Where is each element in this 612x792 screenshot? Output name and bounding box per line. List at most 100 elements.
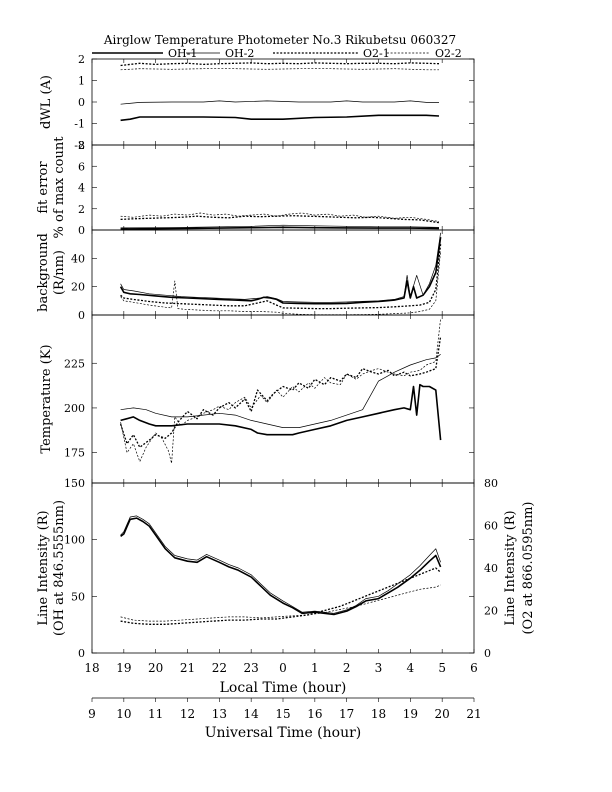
- x2-tick-label: 9: [88, 707, 96, 721]
- y-tick-label-dwl: -1: [74, 118, 85, 131]
- x2-tick-label: 13: [212, 707, 227, 721]
- y-tick-label-intensity: 150: [64, 477, 85, 490]
- series-fit-oh-1: [120, 226, 440, 230]
- y-tick-label-dwl: 2: [78, 53, 85, 66]
- series-intensity-o2-1: [120, 567, 442, 625]
- x-tick-label: 3: [375, 661, 383, 675]
- series-dwl-o2-2: [120, 68, 439, 71]
- y-tick-label-background: 20: [71, 281, 85, 294]
- legend: OH-1 OH-2 O2-1 O2-2: [92, 47, 462, 60]
- chart-title: Airglow Temperature Photometer No.3 Riku…: [103, 33, 456, 47]
- y2-tick-label-intensity: 80: [484, 477, 498, 490]
- y-tick-label-temperature: 200: [64, 402, 85, 415]
- legend-label-o2-1: O2-1: [363, 47, 390, 60]
- x-tick-label: 4: [407, 661, 415, 675]
- y-tick-label-fit: 4: [78, 182, 85, 195]
- y-axis-label-intensity: Line Intensity (R): [36, 510, 51, 625]
- panel-background: 0 20 40 background (R/nm): [36, 229, 475, 322]
- y2-tick-label-intensity: 0: [484, 647, 491, 660]
- x-tick-label: 1: [311, 661, 319, 675]
- series-dwl-o2-1: [120, 62, 440, 67]
- series-background-o2-2: [120, 251, 441, 316]
- y-tick-label-dwl: -2: [74, 139, 85, 152]
- panel-frame-temperature: [91, 314, 475, 484]
- panel-frame-intensity: [91, 482, 475, 654]
- series-temperature-o2-1: [119, 336, 442, 448]
- x-axis-label: Local Time (hour): [220, 680, 347, 696]
- legend-label-o2-2: O2-2: [435, 47, 462, 60]
- series-fit-o2-1: [120, 215, 440, 224]
- series-background-o2-1: [120, 244, 442, 310]
- x-tick-label: 19: [116, 661, 131, 675]
- x-tick-label: 0: [279, 661, 287, 675]
- x-axes: Local Time (hour) Universal Time (hour) …: [84, 661, 481, 741]
- x-tick-label: 23: [244, 661, 259, 675]
- x2-tick-label: 17: [339, 707, 354, 721]
- y-tick-label-dwl: 0: [78, 96, 85, 109]
- x2-tick-label: 20: [435, 707, 450, 721]
- x-tick-label: 18: [84, 661, 99, 675]
- y-tick-label-intensity: 0: [78, 647, 85, 660]
- series-intensity-o2-2: [120, 584, 441, 622]
- series-temperature-oh-1: [120, 383, 442, 441]
- panel-frame-fit: [91, 144, 475, 231]
- x2-tick-label: 16: [307, 707, 322, 721]
- series-fit-oh-2: [120, 224, 440, 229]
- panel-temperature: 175 200 225 Temperature (K): [39, 314, 475, 484]
- series-background-oh-1: [119, 236, 442, 305]
- y2-tick-label-intensity: 60: [484, 520, 498, 533]
- series-intensity-oh-2: [120, 515, 441, 614]
- y-axis-label-intensity: (OH at 846.5555nm): [52, 500, 67, 636]
- y-tick-label-background: 40: [71, 252, 85, 265]
- y-tick-label-temperature: 175: [64, 447, 85, 460]
- x-tick-label: 2: [343, 661, 351, 675]
- x2-tick-label: 19: [403, 707, 418, 721]
- x2-tick-label: 10: [116, 707, 131, 721]
- x2-tick-label: 14: [244, 707, 260, 721]
- x-tick-label: 6: [470, 661, 478, 675]
- y-axis-label-background: background: [36, 233, 51, 312]
- y-axis-label-fit: % of max count: [52, 136, 67, 239]
- x-tick-label: 21: [180, 661, 195, 675]
- legend-label-oh-2: OH-2: [225, 47, 254, 60]
- y2-axis-label-intensity: Line Intensity (R): [503, 510, 518, 625]
- x2-tick-label: 11: [148, 707, 163, 721]
- x-tick-label: 22: [212, 661, 227, 675]
- x2-tick-label: 12: [180, 707, 195, 721]
- y-tick-label-temperature: 225: [64, 357, 85, 370]
- series-temperature-oh-2: [120, 354, 441, 428]
- series-background-oh-2: [120, 232, 441, 303]
- y-tick-label-background: 0: [78, 309, 85, 322]
- panels: -2 -1 0 1 2 dWL (A) 0 2 4 6 8 fit error% of max cou…: [36, 53, 536, 660]
- y-axis-label-background: (R/nm): [52, 250, 67, 295]
- x2-tick-label: 15: [275, 707, 290, 721]
- y-tick-label-fit: 0: [78, 224, 85, 237]
- y-axis-label-dwl: dWL (A): [39, 75, 54, 129]
- y-tick-label-fit: 8: [78, 139, 85, 152]
- y2-tick-label-intensity: 40: [484, 562, 498, 575]
- y2-tick-label-intensity: 20: [484, 605, 498, 618]
- y-axis-label-temperature: Temperature (K): [39, 344, 54, 453]
- y-tick-label-intensity: 100: [64, 534, 85, 547]
- y-axis-label-fit: fit error: [36, 161, 51, 214]
- x-tick-label: 5: [438, 661, 446, 675]
- series-dwl-oh-2: [120, 100, 439, 105]
- x-tick-label: 20: [148, 661, 163, 675]
- x2-axis-label: Universal Time (hour): [205, 725, 362, 741]
- panel-dwl: -2 -1 0 1 2 dWL (A): [39, 53, 475, 152]
- series-intensity-oh-1: [120, 517, 442, 616]
- y2-axis-label-intensity: (O2 at 866.0595nm): [521, 501, 536, 634]
- y-tick-label-fit: 2: [78, 203, 85, 216]
- series-dwl-oh-1: [120, 114, 440, 122]
- panel-fit: 0 2 4 6 8 fit error% of max count: [36, 136, 475, 239]
- series-fit-o2-2: [120, 212, 440, 222]
- x2-tick-label: 21: [466, 707, 481, 721]
- y-tick-label-intensity: 50: [71, 590, 85, 603]
- series-temperature-o2-2: [120, 318, 441, 464]
- legend-label-oh-1: OH-1: [168, 47, 197, 60]
- x2-tick-label: 18: [371, 707, 386, 721]
- y-tick-label-dwl: 1: [78, 75, 85, 88]
- y-tick-label-fit: 6: [78, 160, 85, 173]
